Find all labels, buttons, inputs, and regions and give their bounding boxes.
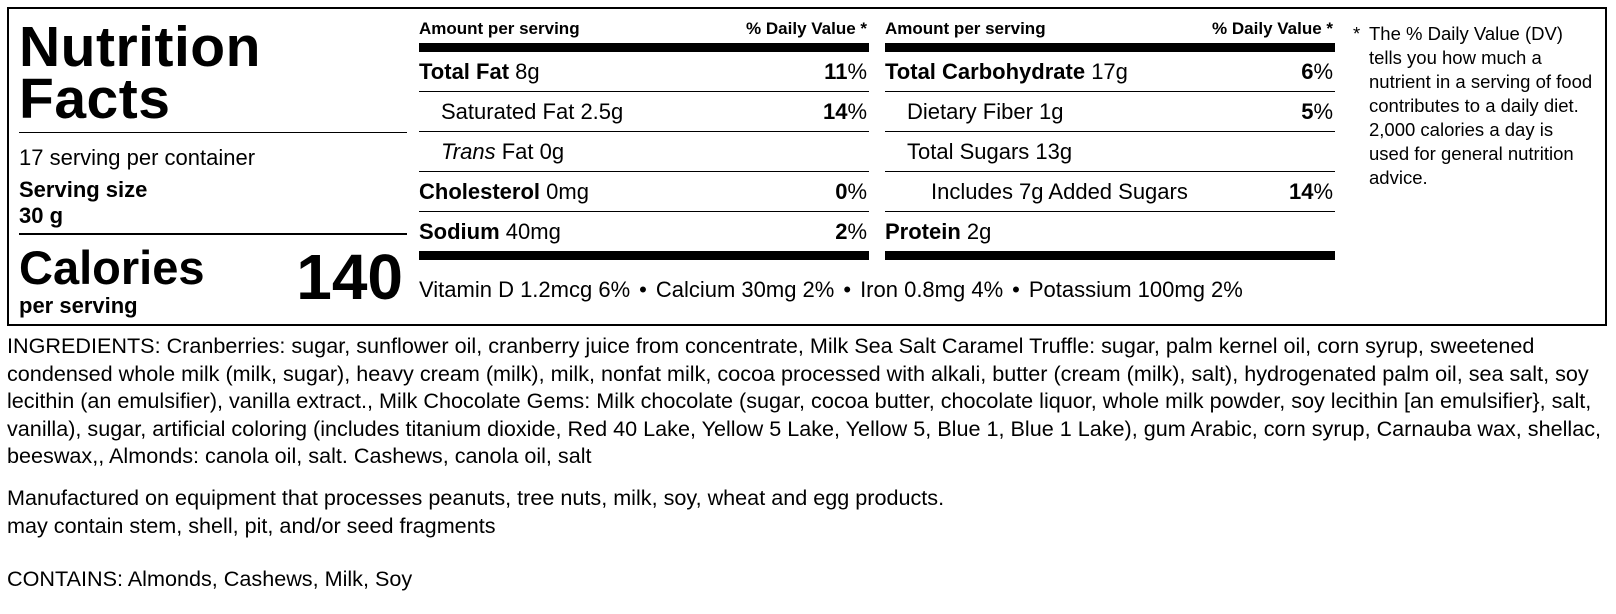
footnote-text: The % Daily Value (DV) tells you how muc… [1369, 23, 1593, 188]
calories-divider [19, 233, 407, 235]
nutrient-row-saturated-fat: Saturated Fat 2.5g 14% [419, 92, 869, 132]
nutrient-row-dietary-fiber: Dietary Fiber 1g 5% [885, 92, 1335, 132]
nutrient-name: Total Sugars [907, 139, 1030, 164]
bullet-separator: • [1012, 277, 1020, 302]
nutrient-daily-value: 14% [822, 99, 867, 124]
nutrient-row-trans-fat: Trans Fat 0g [419, 132, 869, 172]
serving-size-value: 30 g [19, 203, 64, 228]
nutrient-amount: 1g [1039, 99, 1064, 124]
label-summary-column: Nutrition Facts 17 serving per container… [19, 9, 407, 324]
footnote-asterisk: * [1353, 23, 1361, 44]
nutrient-daily-value: 6% [1301, 59, 1333, 84]
nutrient-amount: 17g [1091, 59, 1128, 84]
title-line-facts: Facts [19, 67, 171, 131]
ingredients-statement: INGREDIENTS: Cranberries: sugar, sunflow… [7, 333, 1602, 468]
servings-per-container: 17 serving per container [19, 145, 256, 170]
nutrient-row-total-sugars: Total Sugars 13g [885, 132, 1335, 172]
vitamins-minerals-line: Vitamin D 1.2mcg 6% • Calcium 30mg 2% • Iron… [419, 277, 1339, 303]
nutrient-name: Cholesterol [419, 179, 541, 204]
serving-size-label: Serving size [19, 177, 148, 202]
column-header: Amount per serving % Daily Value * [419, 19, 869, 39]
nutrient-row-total-carbohydrate: Total Carbohydrate 17g 6% [885, 52, 1335, 92]
nutrient-name: Total Fat [419, 59, 510, 84]
nutrient-name-italic: Trans [441, 139, 496, 164]
footer-thick-bar [885, 251, 1335, 260]
vitamin-d: Vitamin D 1.2mcg 6% [419, 277, 631, 302]
nutrition-facts-label: Nutrition Facts 17 serving per container… [7, 7, 1607, 326]
calories-label: Calories [19, 241, 205, 294]
daily-value-header: % Daily Value * [746, 19, 867, 38]
amount-per-serving-header: Amount per serving [419, 19, 580, 38]
nutrient-amount: 13g [1035, 139, 1073, 164]
title-line-nutrition: Nutrition [19, 15, 261, 79]
daily-value-header: % Daily Value * [1212, 19, 1333, 38]
bullet-separator: • [843, 277, 852, 302]
allergen-warning: Manufactured on equipment that processes… [7, 484, 1607, 539]
nutrient-name: Saturated Fat [441, 99, 575, 124]
nutrient-row-sodium: Sodium 40mg 2% [419, 212, 869, 252]
column-header: Amount per serving % Daily Value * [885, 19, 1335, 39]
per-serving-label: per serving [19, 293, 138, 318]
nutrient-column-fats: Amount per serving % Daily Value * Total… [419, 9, 869, 324]
nutrient-daily-value: 5% [1301, 99, 1333, 124]
nutrient-name: Total Carbohydrate [885, 59, 1086, 84]
nutrient-amount: 0mg [546, 179, 589, 204]
fragments-warning: may contain stem, shell, pit, and/or see… [7, 512, 496, 538]
nutrient-row-cholesterol: Cholesterol 0mg 0% [419, 172, 869, 212]
iron: Iron 0.8mg 4% [860, 277, 1004, 302]
nutrient-name: Includes 7g Added Sugars [931, 179, 1188, 204]
nutrient-name: Protein [885, 219, 961, 244]
header-thick-bar [419, 43, 869, 52]
nutrient-column-carbs: Amount per serving % Daily Value * Total… [885, 9, 1335, 324]
nutrient-row-added-sugars: Includes 7g Added Sugars 14% [885, 172, 1335, 212]
nutrient-daily-value: 11% [824, 59, 867, 84]
header-thick-bar [885, 43, 1335, 52]
nutrient-amount: 2g [966, 219, 992, 244]
nutrient-daily-value: 0% [835, 179, 867, 204]
daily-value-footnote: * The % Daily Value (DV) tells you how m… [1353, 22, 1593, 190]
bullet-separator: • [639, 277, 647, 302]
calcium: Calcium 30mg 2% [655, 277, 835, 302]
calories-value: 140 [296, 241, 403, 313]
amount-per-serving-header: Amount per serving [885, 19, 1046, 38]
nutrient-daily-value: 14% [1288, 179, 1333, 204]
nutrient-row-protein: Protein 2g [885, 212, 1335, 252]
contains-statement: CONTAINS: Almonds, Cashews, Milk, Soy [7, 566, 413, 591]
footer-thick-bar [419, 251, 869, 260]
label-title: Nutrition Facts [19, 15, 261, 131]
nutrient-amount: 0g [539, 139, 565, 164]
nutrient-name-rest: Fat [501, 139, 534, 164]
nutrient-row-total-fat: Total Fat 8g 11% [419, 52, 869, 92]
title-divider [19, 132, 407, 133]
nutrient-amount: 8g [515, 59, 540, 84]
nutrient-amount: 2.5g [580, 99, 624, 124]
nutrient-amount: 40mg [505, 219, 561, 244]
manufacturing-warning: Manufactured on equipment that processes… [7, 485, 945, 510]
nutrient-daily-value: 2% [835, 219, 867, 244]
nutrient-name: Sodium [419, 219, 500, 244]
potassium: Potassium 100mg 2% [1028, 277, 1243, 302]
nutrient-name: Dietary Fiber [907, 99, 1033, 124]
